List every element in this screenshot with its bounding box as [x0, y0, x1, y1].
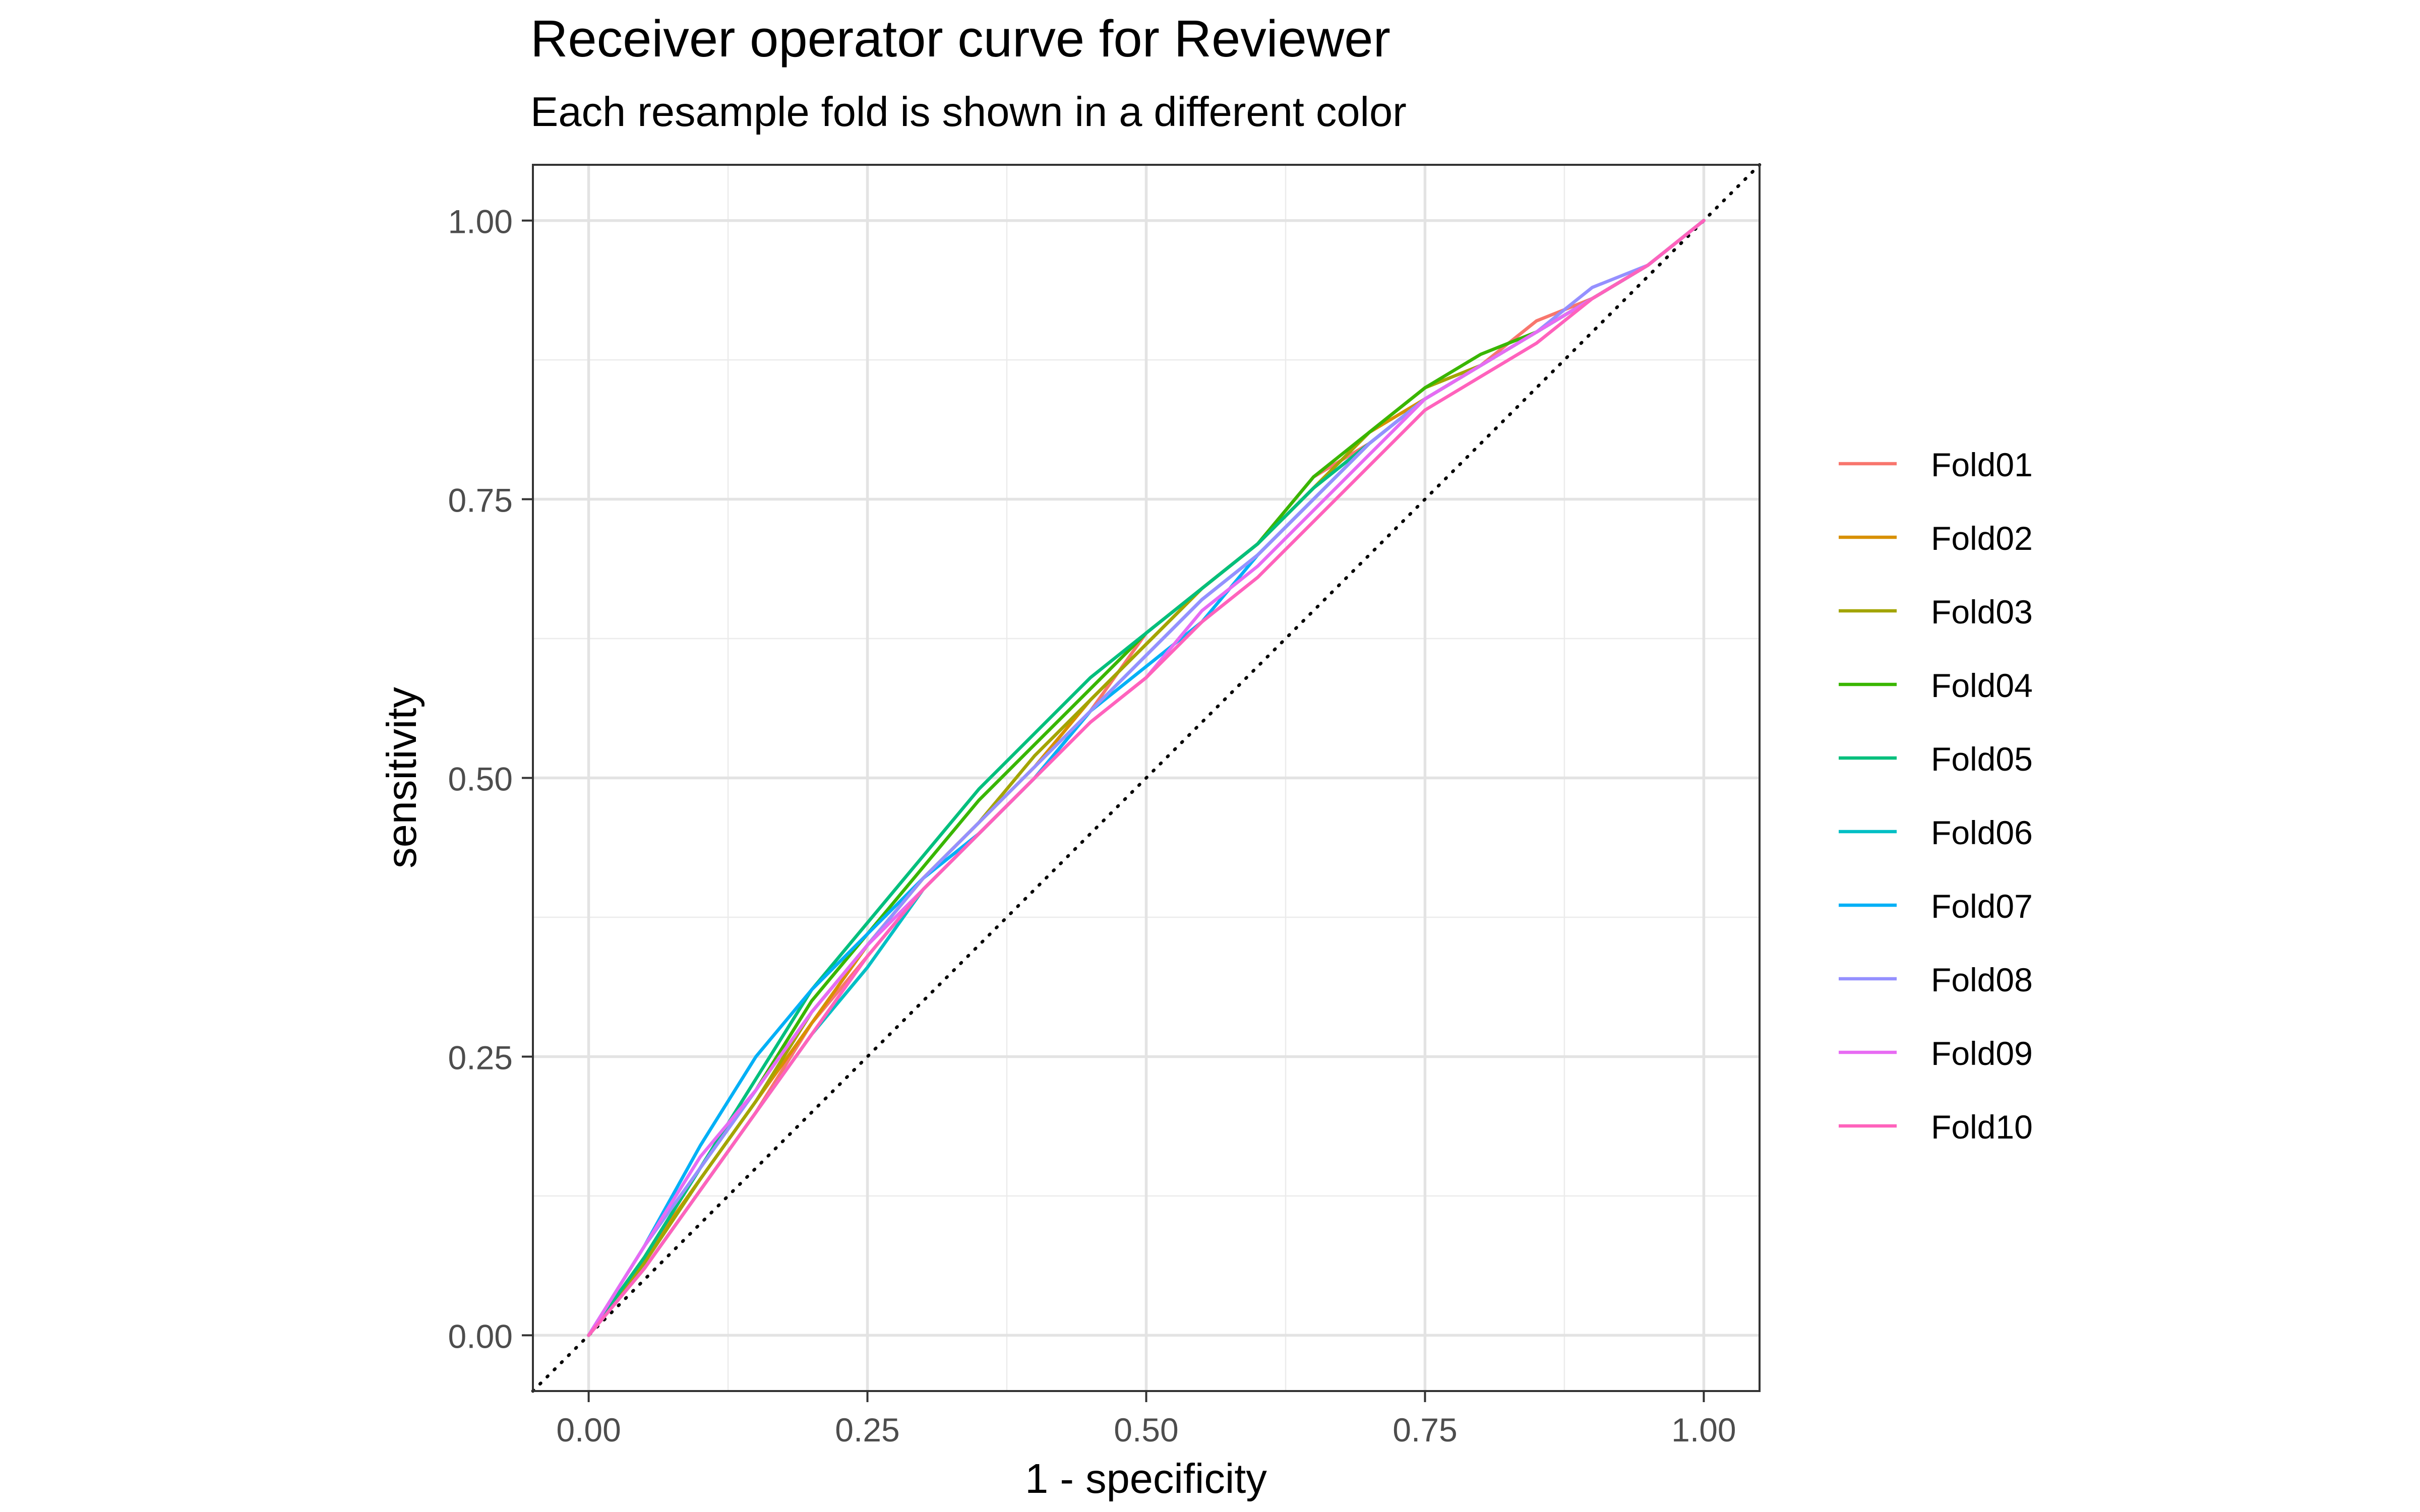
legend-item: Fold10 — [1839, 1108, 2033, 1146]
legend-label: Fold03 — [1931, 593, 2033, 631]
legend-label: Fold08 — [1931, 961, 2033, 998]
x-tick-label: 0.25 — [835, 1411, 899, 1448]
x-tick-label: 1.00 — [1671, 1411, 1736, 1448]
legend-item: Fold08 — [1839, 961, 2033, 998]
legend-item: Fold06 — [1839, 814, 2033, 851]
legend-item: Fold05 — [1839, 740, 2033, 778]
plot-panel — [531, 163, 1762, 1393]
legend-item: Fold01 — [1839, 446, 2033, 483]
chart-title: Receiver operator curve for Reviewer — [530, 10, 1390, 68]
legend-label: Fold10 — [1931, 1108, 2033, 1146]
legend-item: Fold09 — [1839, 1035, 2033, 1072]
y-axis: 0.00 0.25 0.50 0.75 1.00 — [448, 203, 533, 1355]
legend-item: Fold03 — [1839, 593, 2033, 631]
grid-lines — [533, 165, 1760, 1391]
y-tick-label: 0.00 — [448, 1317, 513, 1355]
y-axis-label: sensitivity — [378, 687, 425, 868]
legend-label: Fold02 — [1931, 520, 2033, 557]
y-tick-label: 0.50 — [448, 761, 513, 798]
y-tick-label: 1.00 — [448, 203, 513, 240]
y-tick-label: 0.75 — [448, 482, 513, 519]
x-tick-label: 0.75 — [1393, 1411, 1457, 1448]
roc-curves — [587, 219, 1706, 1337]
legend-label: Fold06 — [1931, 814, 2033, 851]
x-tick-label: 0.50 — [1114, 1411, 1178, 1448]
legend-label: Fold07 — [1931, 888, 2033, 925]
reference-diagonal — [531, 163, 1762, 1393]
legend-label: Fold05 — [1931, 740, 2033, 778]
legend: Fold01 Fold02 Fold03 Fold04 Fold05 Fold06 Fold… — [1839, 446, 2033, 1146]
roc-curve-fold10 — [587, 219, 1706, 1337]
legend-label: Fold09 — [1931, 1035, 2033, 1072]
y-tick-label: 0.25 — [448, 1039, 513, 1076]
x-tick-label: 0.00 — [556, 1411, 621, 1448]
legend-label: Fold04 — [1931, 667, 2033, 704]
legend-item: Fold07 — [1839, 888, 2033, 925]
x-axis: 0.00 0.25 0.50 0.75 1.00 — [556, 1391, 1736, 1448]
legend-label: Fold01 — [1931, 446, 2033, 483]
legend-item: Fold04 — [1839, 667, 2033, 704]
legend-item: Fold02 — [1839, 520, 2033, 557]
chart-subtitle: Each resample fold is shown in a differe… — [530, 88, 1407, 135]
x-axis-label: 1 - specificity — [1025, 1455, 1267, 1502]
